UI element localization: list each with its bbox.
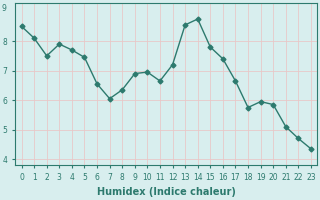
X-axis label: Humidex (Indice chaleur): Humidex (Indice chaleur) [97, 187, 236, 197]
Text: 9: 9 [2, 4, 6, 13]
